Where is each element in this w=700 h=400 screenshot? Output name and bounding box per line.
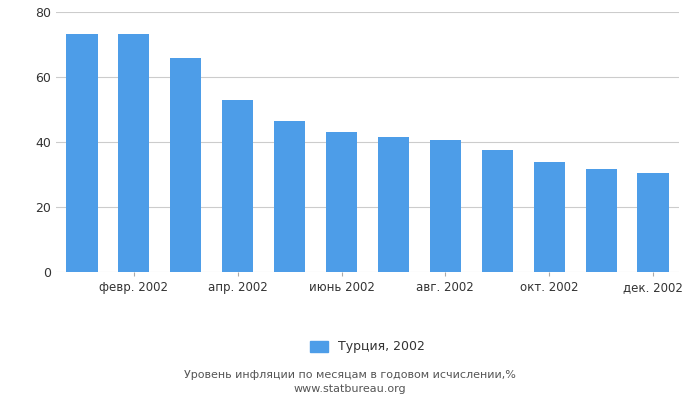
Bar xyxy=(170,58,202,272)
Bar xyxy=(638,173,668,272)
Bar xyxy=(533,162,565,272)
Bar xyxy=(66,34,97,272)
Bar xyxy=(378,138,409,272)
Bar xyxy=(118,34,150,272)
Legend: Турция, 2002: Турция, 2002 xyxy=(304,336,430,358)
Bar xyxy=(274,120,305,272)
Bar xyxy=(482,150,513,272)
Bar xyxy=(585,169,617,272)
Bar xyxy=(326,132,357,272)
Bar xyxy=(430,140,461,272)
Text: Уровень инфляции по месяцам в годовом исчислении,%: Уровень инфляции по месяцам в годовом ис… xyxy=(184,370,516,380)
Bar xyxy=(222,100,253,272)
Text: www.statbureau.org: www.statbureau.org xyxy=(294,384,406,394)
